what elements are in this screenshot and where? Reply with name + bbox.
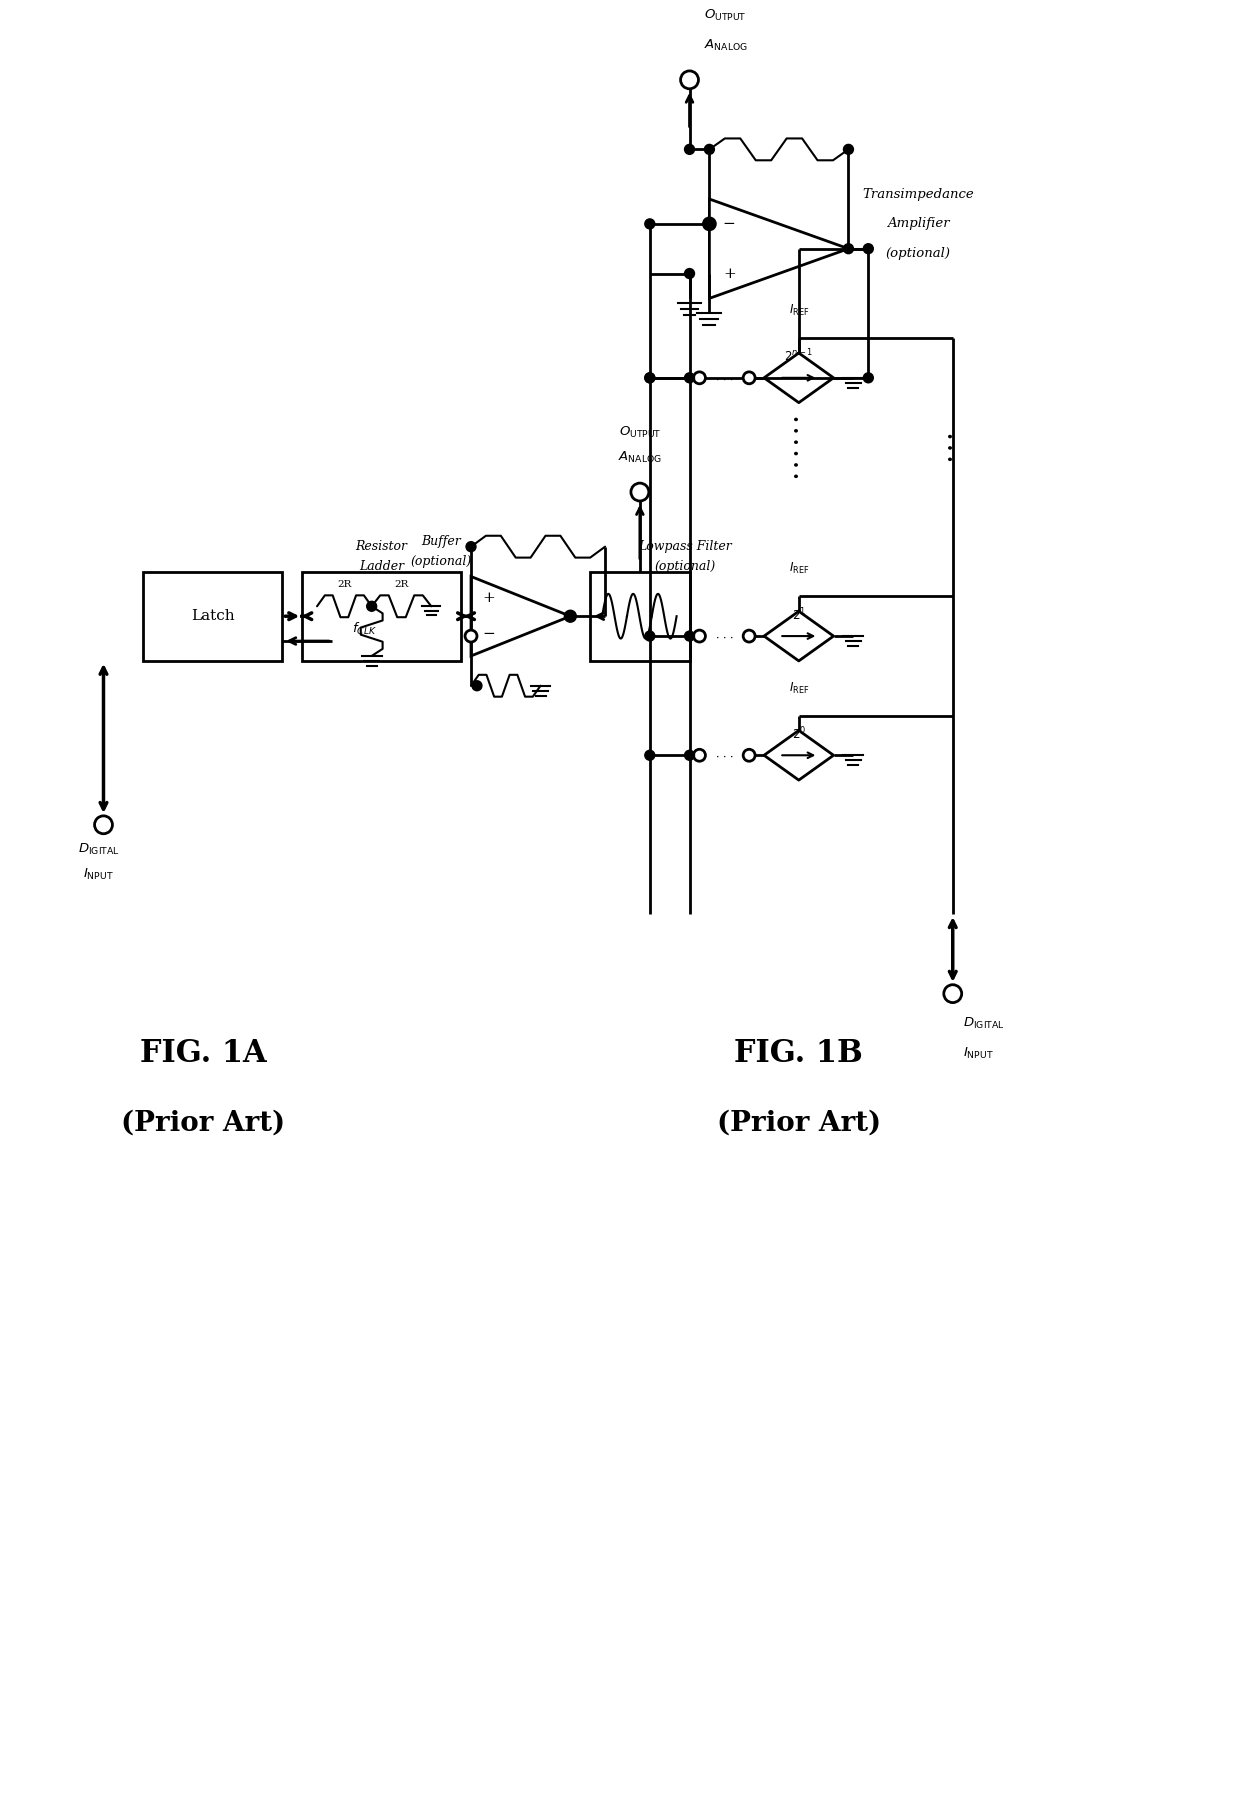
Circle shape bbox=[466, 542, 476, 551]
Text: Resistor: Resistor bbox=[356, 540, 408, 553]
Text: (optional): (optional) bbox=[410, 554, 472, 569]
Circle shape bbox=[465, 630, 477, 642]
Circle shape bbox=[684, 144, 694, 154]
Text: (Prior Art): (Prior Art) bbox=[717, 1109, 880, 1136]
Circle shape bbox=[704, 219, 714, 230]
Bar bbox=[303, 572, 461, 660]
Text: $\mathit{O}_{\mathrm{UTPUT}}$: $\mathit{O}_{\mathrm{UTPUT}}$ bbox=[704, 7, 746, 23]
Circle shape bbox=[944, 985, 962, 1003]
Text: · · ·: · · · bbox=[715, 753, 733, 762]
Circle shape bbox=[743, 750, 755, 761]
Text: (optional): (optional) bbox=[653, 560, 715, 572]
Text: $f_{\mathit{CLK}}$: $f_{\mathit{CLK}}$ bbox=[352, 621, 377, 637]
Text: $\mathit{D}_{\mathrm{IGITAL}}$: $\mathit{D}_{\mathrm{IGITAL}}$ bbox=[962, 1015, 1004, 1032]
Circle shape bbox=[863, 373, 873, 382]
Text: • • • • • •: • • • • • • bbox=[792, 414, 805, 479]
Circle shape bbox=[743, 371, 755, 384]
Circle shape bbox=[645, 750, 655, 761]
Circle shape bbox=[703, 217, 715, 230]
Text: +: + bbox=[723, 267, 735, 280]
Circle shape bbox=[367, 601, 377, 612]
Text: $\mathit{D}_{\mathrm{IGITAL}}$: $\mathit{D}_{\mathrm{IGITAL}}$ bbox=[78, 841, 119, 858]
Circle shape bbox=[693, 750, 706, 761]
Circle shape bbox=[564, 610, 577, 623]
Text: $I_{\mathrm{REF}}$: $I_{\mathrm{REF}}$ bbox=[789, 562, 808, 576]
Circle shape bbox=[472, 680, 482, 691]
Text: 2R: 2R bbox=[337, 579, 352, 588]
Text: $2^{n-1}$: $2^{n-1}$ bbox=[784, 348, 813, 364]
Text: $\mathit{A}_{\mathrm{NALOG}}$: $\mathit{A}_{\mathrm{NALOG}}$ bbox=[704, 38, 748, 52]
Circle shape bbox=[645, 373, 655, 382]
Circle shape bbox=[681, 72, 698, 88]
Text: $I_{\mathrm{REF}}$: $I_{\mathrm{REF}}$ bbox=[789, 303, 808, 318]
Circle shape bbox=[645, 219, 655, 230]
Text: $\mathit{O}_{\mathrm{UTPUT}}$: $\mathit{O}_{\mathrm{UTPUT}}$ bbox=[619, 425, 661, 440]
Circle shape bbox=[743, 630, 755, 642]
Text: FIG. 1A: FIG. 1A bbox=[140, 1037, 267, 1069]
Text: Amplifier: Amplifier bbox=[887, 217, 950, 230]
Circle shape bbox=[684, 631, 694, 640]
Circle shape bbox=[693, 630, 706, 642]
Circle shape bbox=[704, 144, 714, 154]
Text: −: − bbox=[482, 628, 495, 640]
Text: 2R: 2R bbox=[394, 579, 409, 588]
Text: Latch: Latch bbox=[191, 610, 234, 623]
Circle shape bbox=[645, 631, 655, 640]
Circle shape bbox=[645, 373, 655, 382]
Text: FIG. 1B: FIG. 1B bbox=[734, 1037, 863, 1069]
Text: (Prior Art): (Prior Art) bbox=[120, 1109, 285, 1136]
Bar bbox=[144, 572, 283, 660]
Circle shape bbox=[684, 750, 694, 761]
Text: $I_{\mathrm{REF}}$: $I_{\mathrm{REF}}$ bbox=[789, 680, 808, 696]
Text: $\mathit{I}_{\mathrm{NPUT}}$: $\mathit{I}_{\mathrm{NPUT}}$ bbox=[83, 867, 114, 883]
Text: +: + bbox=[482, 592, 495, 605]
Text: Transimpedance: Transimpedance bbox=[862, 188, 973, 201]
Circle shape bbox=[684, 373, 694, 382]
Circle shape bbox=[94, 816, 113, 834]
Circle shape bbox=[693, 371, 706, 384]
Circle shape bbox=[863, 244, 873, 253]
Text: · · ·: · · · bbox=[715, 633, 733, 644]
Text: · · ·: · · · bbox=[715, 375, 733, 386]
Text: $\mathit{A}_{\mathrm{NALOG}}$: $\mathit{A}_{\mathrm{NALOG}}$ bbox=[618, 450, 662, 465]
Text: $2^{0}$: $2^{0}$ bbox=[791, 725, 806, 743]
Circle shape bbox=[631, 483, 649, 501]
Text: Buffer: Buffer bbox=[422, 535, 461, 549]
Text: −: − bbox=[723, 217, 735, 231]
Text: • • •: • • • bbox=[946, 432, 960, 463]
Bar bbox=[590, 572, 689, 660]
Text: (optional): (optional) bbox=[885, 248, 951, 260]
Circle shape bbox=[843, 144, 853, 154]
Text: $2^{1}$: $2^{1}$ bbox=[792, 606, 806, 623]
Circle shape bbox=[684, 269, 694, 278]
Text: Ladder: Ladder bbox=[360, 560, 404, 572]
Text: Lowpass Filter: Lowpass Filter bbox=[637, 540, 732, 553]
Circle shape bbox=[843, 244, 853, 253]
Text: $\mathit{I}_{\mathrm{NPUT}}$: $\mathit{I}_{\mathrm{NPUT}}$ bbox=[962, 1046, 993, 1060]
